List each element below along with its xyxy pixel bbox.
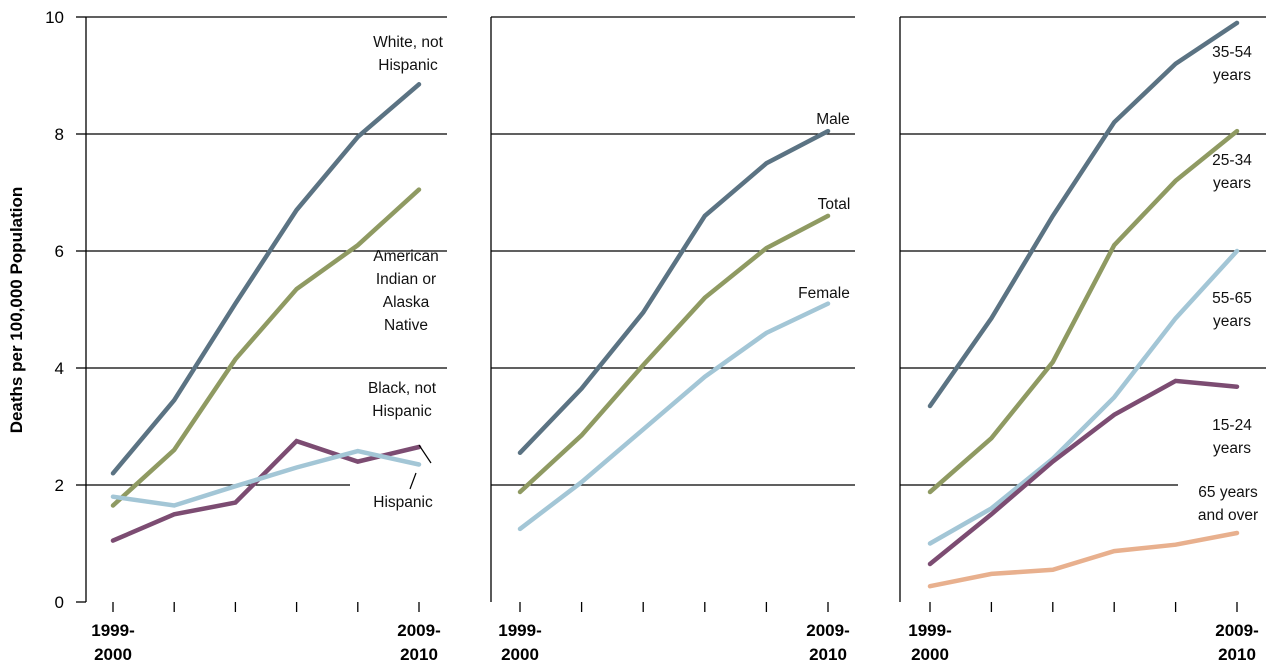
series-line-total	[517, 213, 831, 495]
series-label: White, not Hispanic	[373, 34, 443, 74]
panel-sex: 1999- 2000 2009- 2010 Male Total Female	[490, 16, 855, 664]
series-line-hispanic	[110, 448, 422, 508]
panel-age: 1999- 2000 2009- 2010 35-54 years 25-34 years 55…	[899, 16, 1266, 664]
series-label: 25-34 years	[1212, 152, 1252, 192]
series-label: Hispanic	[373, 494, 433, 511]
series-label: Total	[818, 196, 851, 213]
x-tick-label: 1999-	[91, 621, 134, 640]
series-line-35-54-years	[927, 20, 1240, 409]
x-tick-label: 1999-	[908, 621, 951, 640]
series-label: 55-65 years	[1212, 290, 1252, 330]
series-line-american-indian-or-alaska-native	[110, 187, 422, 508]
x-tick-label: 2000	[94, 645, 132, 664]
x-tick-label: 2000	[911, 645, 949, 664]
y-tick-label: 4	[55, 359, 64, 378]
leader-line-hispanic	[409, 472, 417, 490]
series-line-female	[517, 301, 831, 532]
series-label: 15-24 years	[1212, 417, 1252, 457]
series-line-65-years-and-over	[927, 530, 1240, 589]
x-tick-label: 2009-	[397, 621, 440, 640]
panel-race: 0 2 4 6 8 10 1999- 2000 2009- 2010 White, not Hispa…	[45, 8, 447, 664]
y-tick-label: 0	[55, 593, 64, 612]
series-line-15-24-years	[927, 378, 1240, 567]
y-tick-label: 8	[55, 125, 64, 144]
series-label: Male	[816, 111, 850, 128]
series-line-25-34-years	[927, 128, 1240, 495]
y-tick-label: 10	[45, 8, 64, 27]
x-tick-label: 2010	[809, 645, 847, 664]
series-label: 65 years and over	[1198, 484, 1258, 524]
series-label: Black, not Hispanic	[368, 380, 437, 420]
x-tick-label: 2010	[1218, 645, 1256, 664]
y-tick-label: 2	[55, 476, 64, 495]
x-tick-label: 2009-	[806, 621, 849, 640]
x-tick-label: 2010	[400, 645, 438, 664]
series-label: 35-54 years	[1212, 44, 1252, 84]
series-label: Female	[798, 285, 850, 302]
series-line-black-not-hispanic	[110, 438, 422, 543]
series-label: American Indian or Alaska Native	[373, 248, 438, 334]
y-axis-title: Deaths per 100,000 Population	[7, 187, 26, 434]
x-tick-label: 2000	[501, 645, 539, 664]
series-line-55-65-years	[927, 248, 1240, 546]
series-line-white-not-hispanic	[110, 82, 422, 476]
series-line-male	[517, 128, 831, 456]
leader-line-black	[418, 444, 432, 464]
y-tick-label: 6	[55, 242, 64, 261]
x-tick-label: 1999-	[498, 621, 541, 640]
x-tick-label: 2009-	[1215, 621, 1258, 640]
